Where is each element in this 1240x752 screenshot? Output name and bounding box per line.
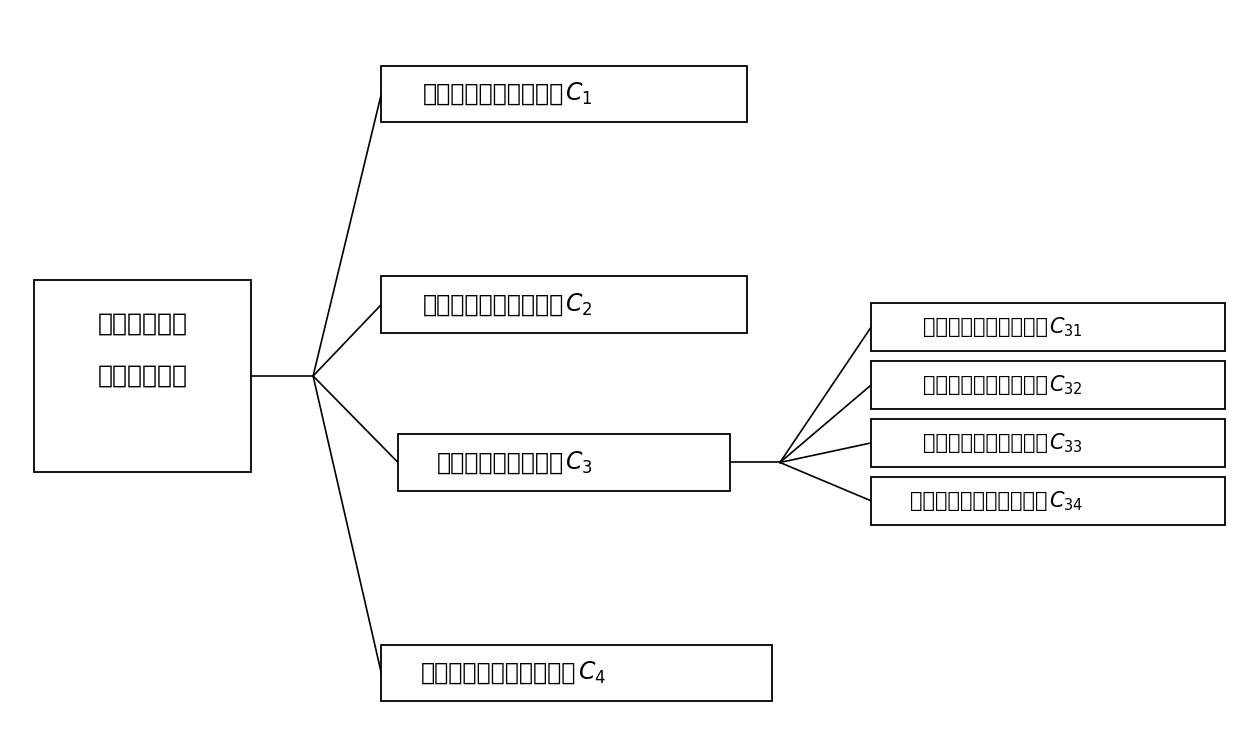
Text: $\mathit{C}_{2}$: $\mathit{C}_{2}$ xyxy=(565,292,593,317)
Text: 硬车削刀具的基础性能: 硬车削刀具的基础性能 xyxy=(423,82,564,106)
Text: $\mathit{C}_{31}$: $\mathit{C}_{31}$ xyxy=(1049,315,1083,339)
Text: $\mathit{C}_{1}$: $\mathit{C}_{1}$ xyxy=(565,81,593,107)
Text: $\mathit{C}_{3}$: $\mathit{C}_{3}$ xyxy=(565,450,593,475)
FancyBboxPatch shape xyxy=(35,280,250,472)
FancyBboxPatch shape xyxy=(382,644,771,701)
FancyBboxPatch shape xyxy=(870,303,1225,350)
Text: 硬车削刀具的经济性: 硬车削刀具的经济性 xyxy=(436,450,564,475)
Text: 硬车削刀具的易再制造性: 硬车削刀具的易再制造性 xyxy=(910,491,1048,511)
Text: $\mathit{C}_{33}$: $\mathit{C}_{33}$ xyxy=(1049,431,1083,455)
Text: 硬车削刀具的易回收性: 硬车削刀具的易回收性 xyxy=(923,433,1048,453)
FancyBboxPatch shape xyxy=(38,406,247,455)
FancyBboxPatch shape xyxy=(870,478,1225,525)
FancyBboxPatch shape xyxy=(382,277,746,332)
Text: $\mathit{C}_{4}$: $\mathit{C}_{4}$ xyxy=(578,660,606,686)
Text: 沟道硬车削刀: 沟道硬车削刀 xyxy=(98,364,187,388)
Text: 滚动轴承套圈: 滚动轴承套圈 xyxy=(98,311,187,335)
Text: 硬车削刀具的环境友好性: 硬车削刀具的环境友好性 xyxy=(422,661,577,685)
Text: 硬车削刀具的材料成本: 硬车削刀具的材料成本 xyxy=(923,317,1048,337)
Text: AO: AO xyxy=(133,417,170,441)
Text: $\mathit{C}_{32}$: $\mathit{C}_{32}$ xyxy=(1049,373,1083,397)
Text: 硬车削刀具的生产成本: 硬车削刀具的生产成本 xyxy=(923,375,1048,395)
FancyBboxPatch shape xyxy=(870,420,1225,466)
FancyBboxPatch shape xyxy=(870,361,1225,409)
Text: $\mathit{C}_{34}$: $\mathit{C}_{34}$ xyxy=(1049,489,1084,513)
FancyBboxPatch shape xyxy=(382,66,746,122)
FancyBboxPatch shape xyxy=(398,434,730,490)
Text: 具选取目标: 具选取目标 xyxy=(105,417,180,441)
Text: 硬车削刀具的可加工性: 硬车削刀具的可加工性 xyxy=(423,293,564,317)
Text: 具选取目标: 具选取目标 xyxy=(58,417,133,441)
